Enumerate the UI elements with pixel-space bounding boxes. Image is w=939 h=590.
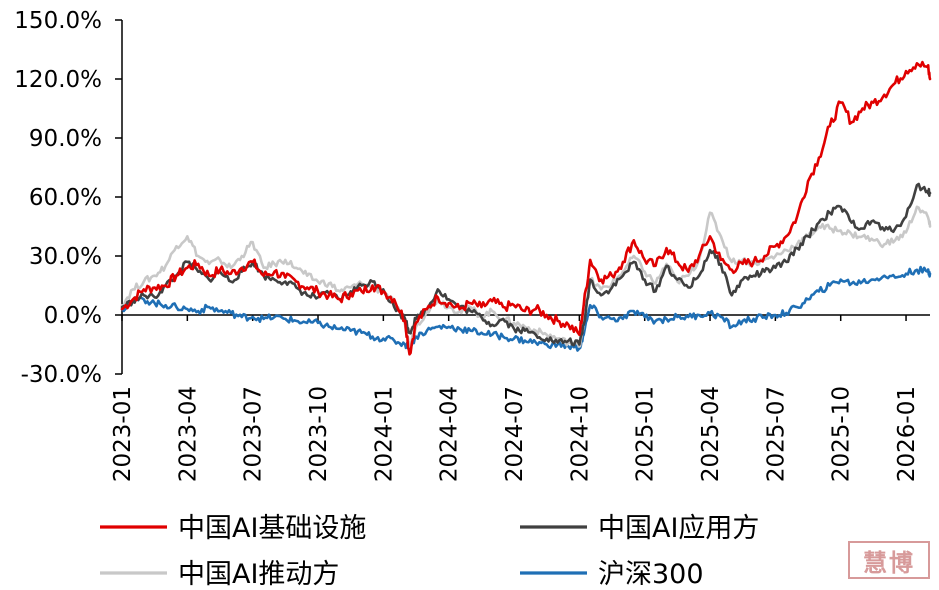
legend-label: 中国AI应用方 — [598, 513, 759, 544]
legend-label: 沪深300 — [598, 559, 704, 590]
x-tick-label: 2025-01 — [633, 386, 659, 482]
y-tick-label: -30.0% — [21, 362, 102, 388]
x-tick-label: 2026-01 — [894, 386, 920, 482]
x-tick-label: 2024-01 — [371, 386, 397, 482]
y-tick-label: 120.0% — [14, 67, 102, 93]
watermark-stamp: 慧博 — [848, 541, 930, 579]
series-lines — [120, 60, 932, 356]
series-line-0 — [120, 60, 932, 356]
x-tick-label: 2024-04 — [437, 386, 463, 482]
x-tick-label: 2023-01 — [110, 386, 136, 482]
y-axis-ticks: 150.0% 120.0% 90.0% 60.0% 30.0% 0.0% -30.0% — [14, 8, 122, 388]
plot-area: 150.0% 120.0% 90.0% 60.0% 30.0% 0.0% -30.0% 20… — [14, 8, 932, 482]
series-line-2 — [120, 182, 932, 347]
x-tick-label: 2023-10 — [306, 386, 332, 482]
x-tick-label: 2025-04 — [698, 386, 724, 482]
x-axis-ticks: 2023-01 2023-04 2023-07 2023-10 2024-01 2024-… — [110, 315, 920, 482]
x-tick-label: 2025-10 — [829, 386, 855, 482]
y-tick-label: 90.0% — [29, 126, 102, 152]
x-tick-label: 2025-07 — [763, 386, 789, 482]
y-tick-label: 60.0% — [29, 185, 102, 211]
x-tick-label: 2023-07 — [241, 386, 267, 482]
series-line-1 — [120, 205, 932, 348]
x-tick-label: 2024-10 — [567, 386, 593, 482]
y-tick-label: 150.0% — [14, 8, 102, 34]
x-tick-label: 2023-04 — [175, 386, 201, 482]
legend-label: 中国AI基础设施 — [178, 513, 366, 544]
y-tick-label: 30.0% — [29, 244, 102, 270]
legend-label: 中国AI推动方 — [178, 559, 339, 590]
x-tick-label: 2024-07 — [502, 386, 528, 482]
series-line-3 — [120, 265, 932, 352]
y-tick-label: 0.0% — [44, 303, 102, 329]
